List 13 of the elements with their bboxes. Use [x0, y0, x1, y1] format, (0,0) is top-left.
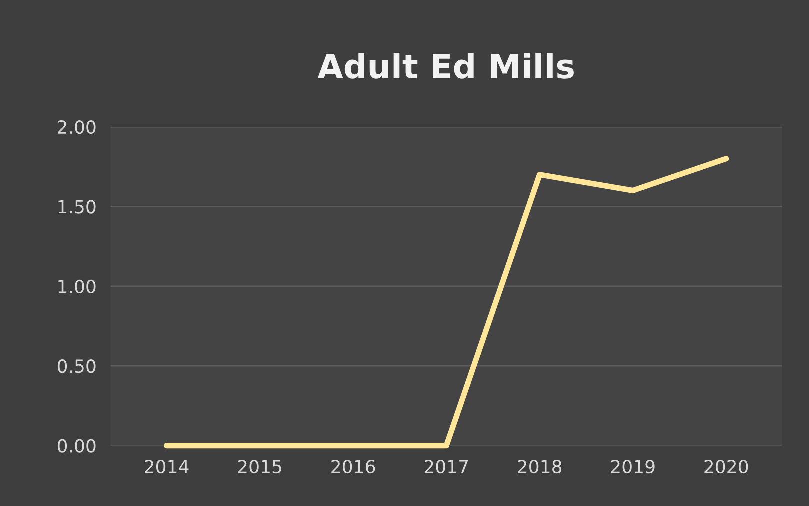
- x-tick-label: 2015: [238, 460, 282, 474]
- y-tick-label: 1.50: [58, 200, 96, 214]
- x-tick-label: 2019: [611, 460, 655, 474]
- chart-title: Adult Ed Mills: [318, 53, 574, 79]
- x-tick-label: 2014: [145, 460, 189, 474]
- y-tick-label: 1.00: [58, 280, 96, 294]
- y-tick-label: 0.00: [58, 439, 96, 453]
- x-tick-label: 2018: [518, 460, 562, 474]
- y-tick-label: 0.50: [58, 360, 96, 374]
- y-tick-label: 2.00: [58, 120, 96, 134]
- x-tick-label: 2017: [424, 460, 468, 474]
- x-tick-label: 2020: [704, 460, 748, 474]
- x-tick-label: 2016: [332, 460, 376, 474]
